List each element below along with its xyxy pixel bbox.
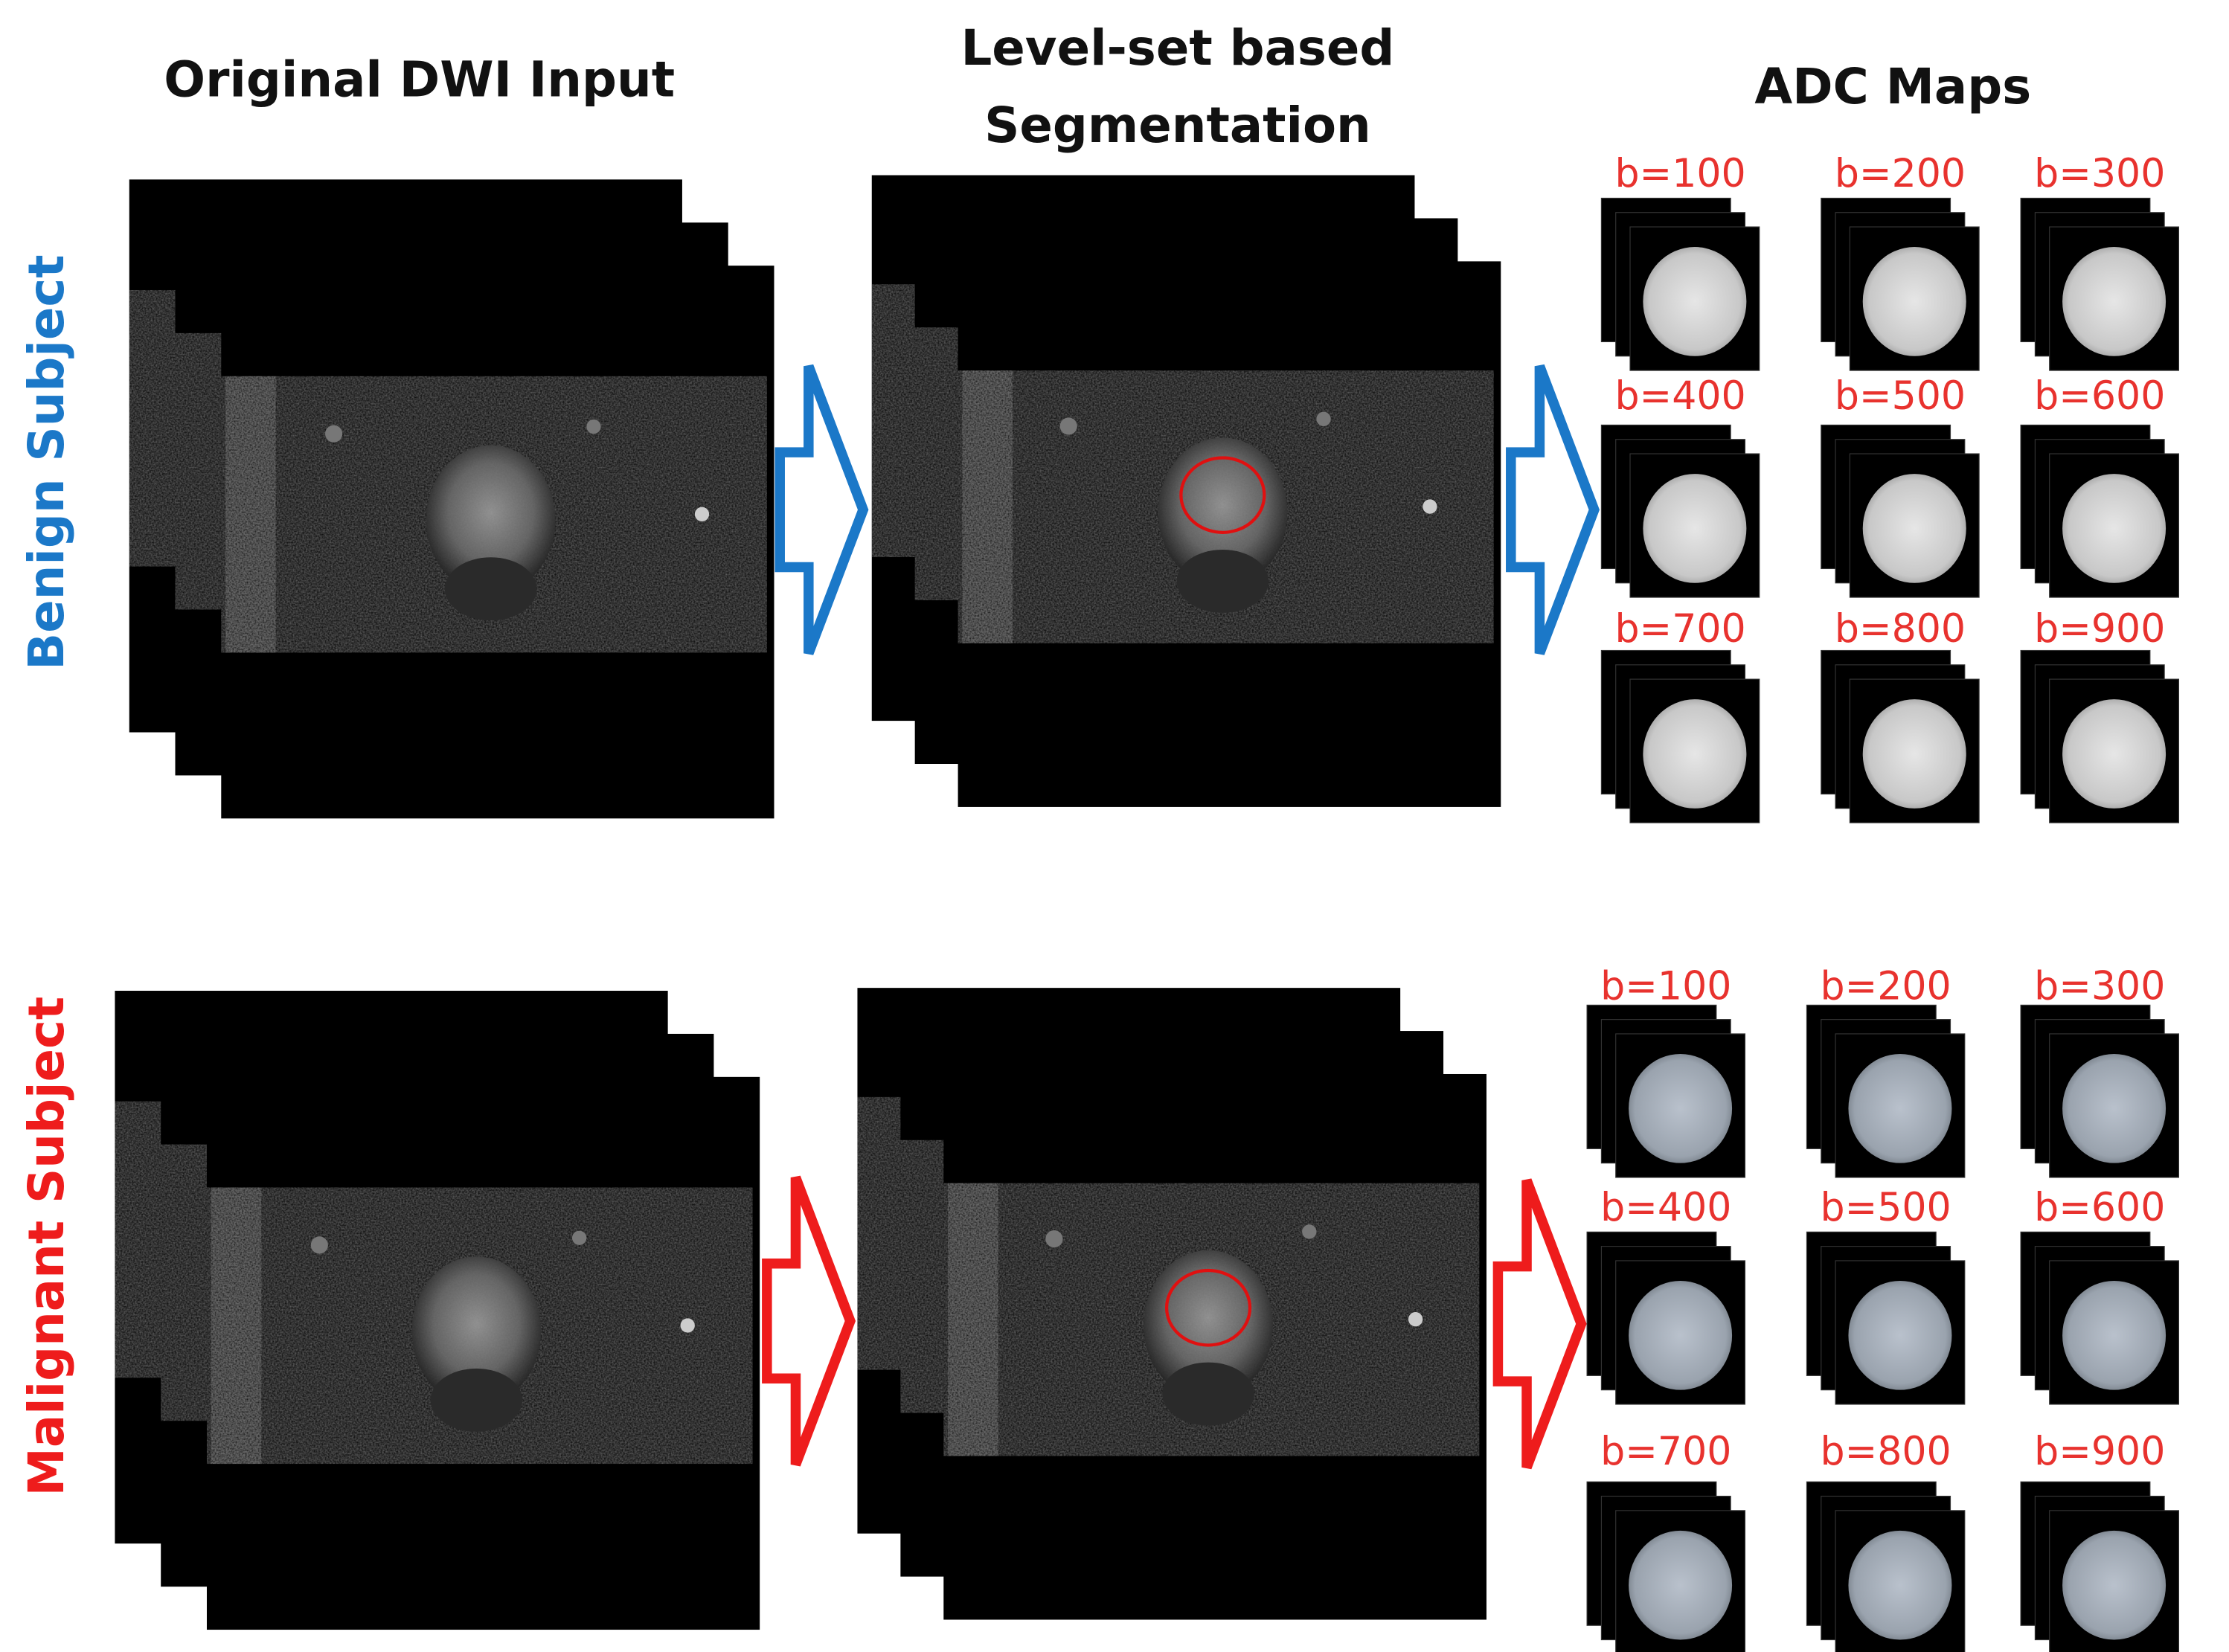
adc-region xyxy=(1862,247,1966,356)
slice-texture xyxy=(161,1144,216,1421)
adc-region xyxy=(1629,1530,1733,1640)
vessel xyxy=(680,1318,695,1333)
column-title: Segmentation xyxy=(984,97,1371,154)
column-title: ADC Maps xyxy=(1754,59,2031,115)
b-value-label: b=900 xyxy=(2034,607,2165,652)
prostate-tissue xyxy=(426,445,556,595)
adc-region xyxy=(2062,247,2167,356)
vessel xyxy=(1408,1312,1423,1327)
row-label: Malignant Subject xyxy=(19,997,75,1497)
segmentation-contour xyxy=(1164,1268,1252,1347)
adc-region xyxy=(1629,1280,1733,1390)
adc-region xyxy=(2062,1280,2167,1390)
slice-texture xyxy=(115,1101,170,1378)
b-value-label: b=900 xyxy=(2034,1430,2165,1474)
b-value-label: b=500 xyxy=(1821,1186,1951,1230)
b-value-label: b=700 xyxy=(1614,607,1745,652)
adc-region xyxy=(2062,1530,2167,1640)
vessel xyxy=(1302,1224,1317,1239)
adc-region xyxy=(1848,1530,1952,1640)
b-value-label: b=800 xyxy=(1821,1430,1951,1474)
b-value-label: b=300 xyxy=(2034,152,2165,196)
b-value-label: b=600 xyxy=(2034,1186,2165,1230)
b-value-label: b=100 xyxy=(1614,152,1745,196)
rectum xyxy=(1162,1362,1254,1426)
row-label: Benign Subject xyxy=(19,254,75,670)
adc-region xyxy=(2062,474,2167,583)
flow-arrow xyxy=(1506,364,1600,655)
prostate-tissue xyxy=(1158,437,1288,588)
slice-texture xyxy=(129,289,185,567)
prostate-tissue xyxy=(1144,1250,1273,1400)
adc-region xyxy=(1643,474,1747,583)
column-title: Level-set based xyxy=(960,20,1394,77)
flow-arrow xyxy=(762,1175,856,1467)
flow-arrow xyxy=(1492,1178,1587,1470)
vessel xyxy=(325,425,343,443)
rectum xyxy=(1176,549,1269,613)
adc-region xyxy=(1862,474,1966,583)
b-value-label: b=500 xyxy=(1835,374,1966,419)
rectum xyxy=(444,557,537,621)
slice-texture xyxy=(175,332,230,610)
vessel xyxy=(571,1230,587,1245)
adc-region xyxy=(1629,1053,1733,1163)
vessel xyxy=(310,1236,328,1254)
adc-region xyxy=(1848,1053,1952,1163)
b-value-label: b=600 xyxy=(2034,374,2165,419)
b-value-label: b=100 xyxy=(1600,965,1731,1009)
vessel xyxy=(1045,1230,1063,1248)
column-title: Original DWI Input xyxy=(164,51,675,108)
adc-region xyxy=(2062,1053,2167,1163)
b-value-label: b=700 xyxy=(1600,1430,1731,1474)
b-value-label: b=800 xyxy=(1835,607,1966,652)
adc-region xyxy=(1643,247,1747,356)
b-value-label: b=200 xyxy=(1835,152,1966,196)
b-value-label: b=300 xyxy=(2034,965,2165,1009)
flow-arrow xyxy=(774,364,869,655)
vessel xyxy=(1316,411,1331,426)
vessel xyxy=(586,419,601,434)
vessel xyxy=(694,507,710,521)
segmentation-contour xyxy=(1179,456,1266,534)
adc-region xyxy=(1848,1280,1952,1390)
vessel xyxy=(1423,499,1437,514)
vessel xyxy=(1059,417,1077,435)
b-value-label: b=400 xyxy=(1614,374,1745,419)
b-value-label: b=200 xyxy=(1821,965,1951,1009)
adc-region xyxy=(1862,699,1966,809)
b-value-label: b=400 xyxy=(1600,1186,1731,1230)
adc-region xyxy=(1643,699,1747,809)
rectum xyxy=(430,1368,523,1432)
prostate-tissue xyxy=(411,1256,542,1407)
adc-region xyxy=(2062,699,2167,809)
